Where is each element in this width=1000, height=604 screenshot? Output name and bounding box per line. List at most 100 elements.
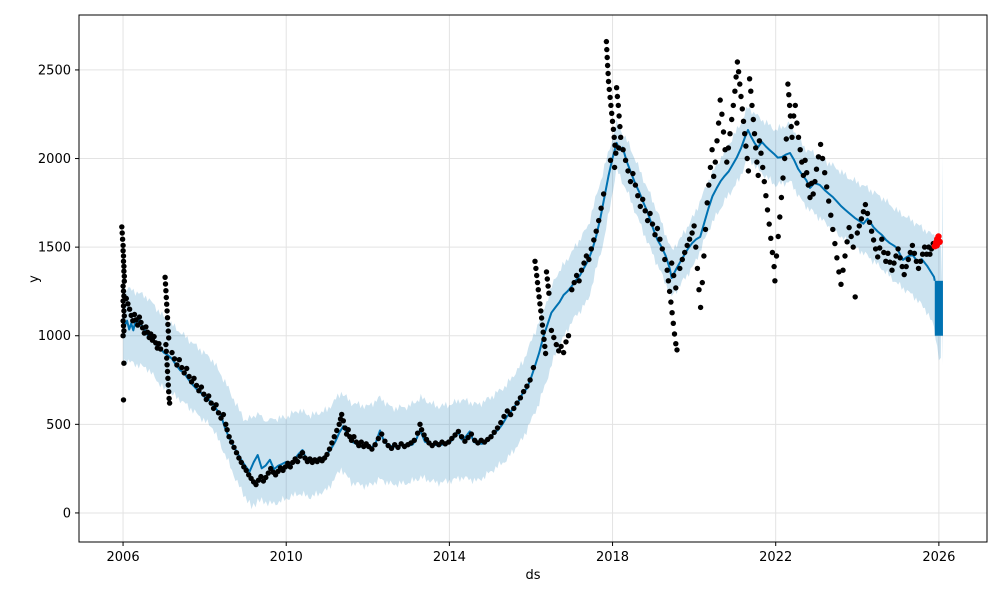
observed-point [615,102,621,109]
observed-point [889,267,895,273]
observed-point [563,339,569,345]
observed-point [669,260,675,266]
observed-point [201,391,207,397]
observed-point [921,244,928,250]
observed-point [231,444,237,451]
observed-point [604,46,610,53]
observed-point [545,283,551,289]
observed-point [766,221,772,227]
observed-point [742,131,748,137]
gridlines [79,15,987,542]
observed-point [753,145,759,151]
observed-point [844,239,850,245]
observed-point [488,434,494,440]
observed-point [591,237,597,243]
observed-point [538,315,545,321]
observed-point [756,138,763,144]
observed-point [253,481,259,488]
observed-point [605,78,612,85]
observed-point [537,301,543,307]
observed-point [131,311,138,318]
observed-point [119,236,126,242]
observed-point [616,145,622,151]
y-tick-label: 2000 [38,152,71,167]
observed-point [659,246,665,252]
observed-point [120,258,127,264]
observed-point [576,278,582,284]
observed-point [761,178,767,185]
observed-point [764,207,771,213]
observed-point [870,237,877,243]
observed-point [706,182,712,188]
observed-point [679,256,685,263]
x-tick-label: 2022 [759,550,792,565]
observed-point [783,136,789,142]
observed-point [223,421,229,427]
observed-point [542,343,548,350]
observed-point [605,70,611,77]
observed-point [530,364,537,371]
observed-point [287,464,293,470]
observed-point [792,102,798,109]
observed-point [617,123,623,130]
observed-point [817,141,824,148]
observed-point [674,347,680,353]
observed-point [758,150,764,156]
observed-point [712,159,718,165]
observed-point [760,164,766,171]
observed-point [120,323,127,329]
observed-point [630,170,636,177]
observed-point [913,258,920,264]
observed-point [609,118,616,125]
observed-point [339,411,345,418]
observed-point [121,268,127,274]
observed-point [715,120,722,126]
observed-point [699,279,705,286]
observed-point [618,134,624,140]
observed-point [120,248,126,254]
observed-point [538,308,544,314]
observed-point [875,254,881,260]
observed-point [534,272,540,279]
observed-point [604,62,611,69]
y-tick-label: 2500 [38,63,71,78]
observed-point [664,267,670,273]
observed-point [662,256,668,263]
observed-point [743,143,749,149]
observed-point [157,346,164,352]
observed-point [163,348,169,354]
observed-point [834,255,840,261]
observed-point [535,287,541,293]
observed-point [682,249,688,256]
observed-point [120,283,126,289]
observed-point [165,382,171,388]
observed-point [524,383,530,389]
observed-point [868,228,875,234]
observed-point [702,226,709,233]
observed-point [236,455,242,461]
observed-point [181,370,187,376]
observed-point [551,334,557,341]
observed-point [856,223,862,229]
observed-point [121,360,127,366]
observed-point [539,322,546,328]
observed-point [689,230,695,236]
observed-point [121,308,127,314]
observed-point [166,395,172,402]
observed-point [866,219,873,225]
observed-point [737,81,743,87]
observed-point [785,81,791,87]
observed-point [727,131,733,137]
observed-point [768,235,774,241]
observed-point [504,408,510,414]
observed-point [652,232,658,238]
observed-point [395,444,401,451]
highlight-point [935,233,942,240]
observed-point [804,170,810,176]
observed-point [899,263,905,270]
observed-point [186,373,192,380]
observed-point [604,54,610,61]
observed-point [334,427,340,434]
observed-point [622,157,629,163]
observed-point [611,134,617,140]
